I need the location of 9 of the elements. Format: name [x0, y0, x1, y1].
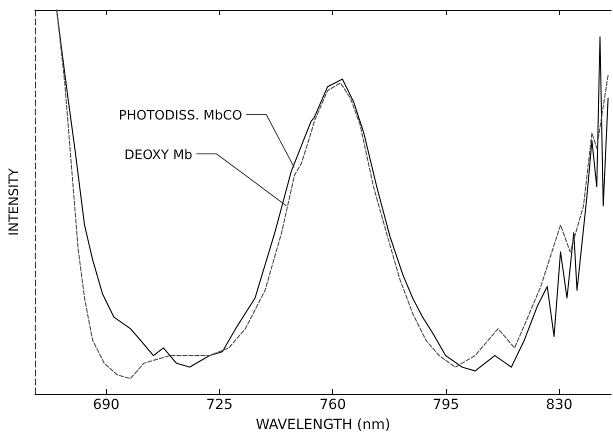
x-tick-label: 690: [92, 397, 120, 413]
x-tick-label: 760: [319, 397, 346, 413]
y-axis-title: INTENSITY: [7, 168, 22, 236]
annotation: DEOXY Mb: [124, 148, 192, 163]
annotation: PHOTODISS. MbCO: [118, 108, 242, 124]
x-tick-label: 725: [206, 397, 233, 413]
x-tick-label: 830: [546, 397, 573, 413]
x-tick-label: 795: [432, 397, 460, 413]
x-axis-title: WAVELENGTH (nm): [256, 417, 390, 433]
